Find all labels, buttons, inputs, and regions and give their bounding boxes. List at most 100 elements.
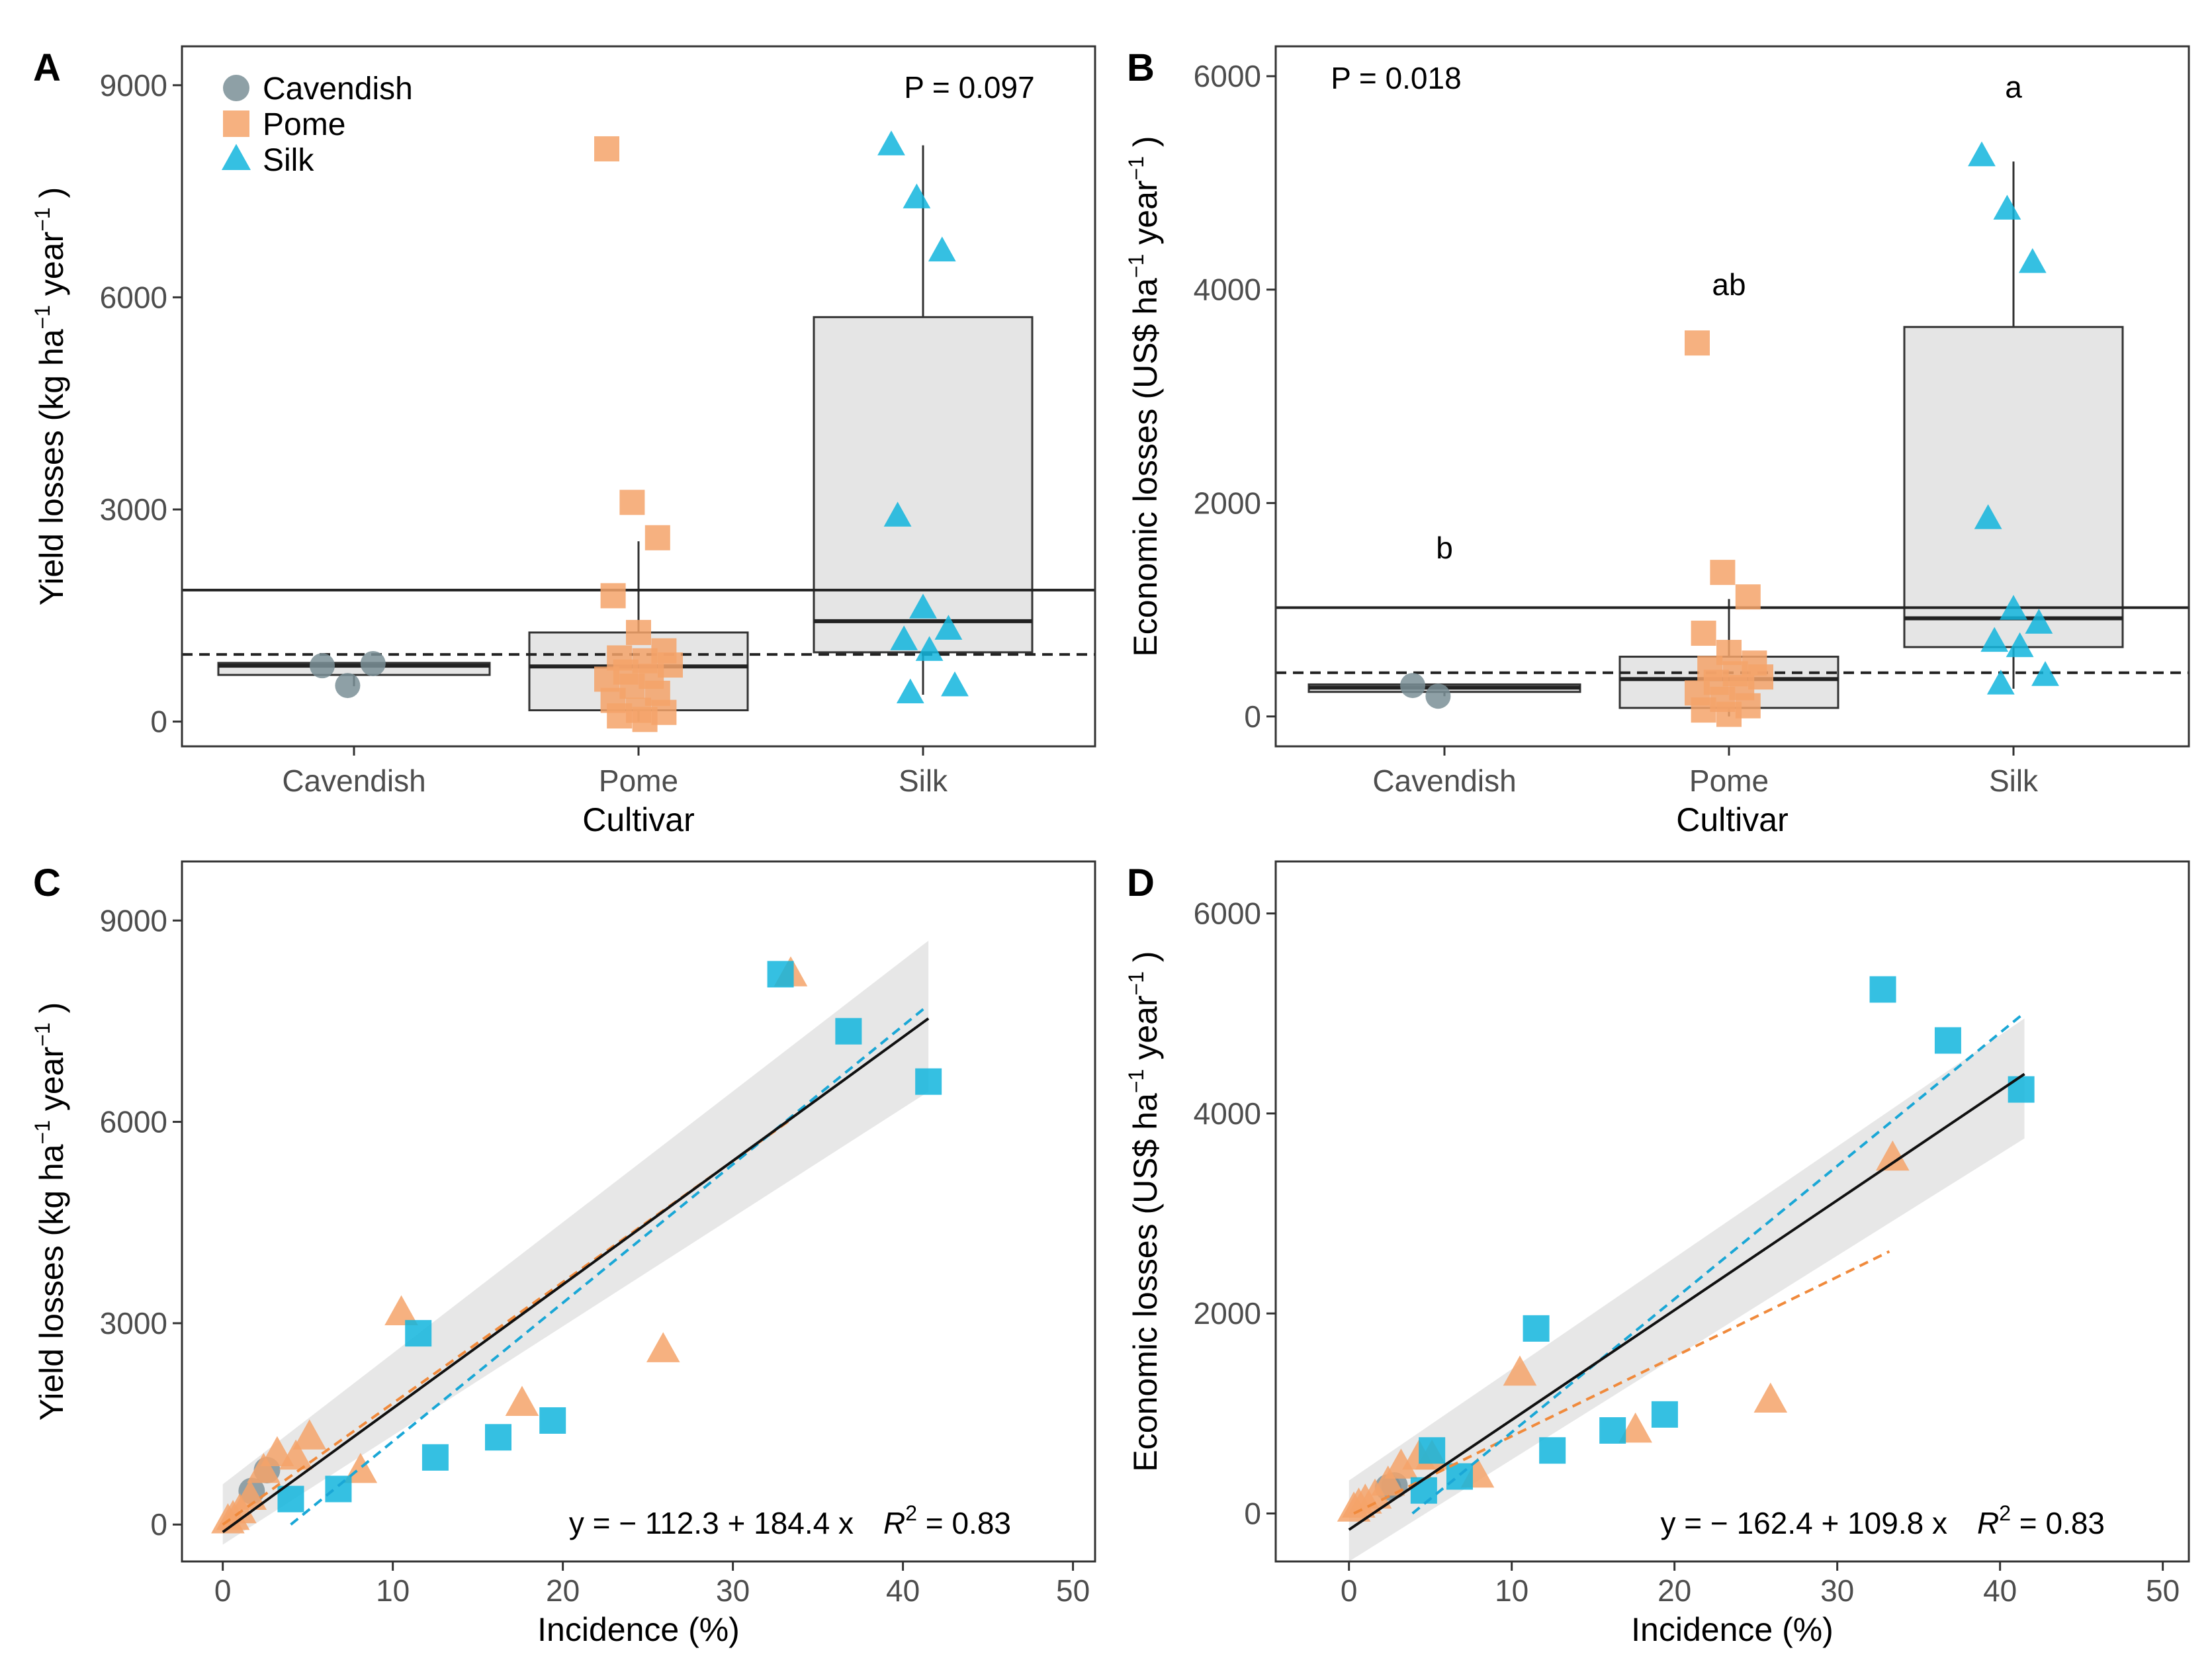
point-pome: [1691, 697, 1716, 723]
point-cavendish: [1400, 673, 1425, 699]
y-tick-label: 0: [1244, 1496, 1261, 1530]
y-tick-label: 3000: [100, 1306, 167, 1340]
x-tick-label: 30: [1820, 1573, 1854, 1608]
point-silk: [903, 183, 931, 208]
point-pome: [260, 1436, 294, 1467]
x-tick-label: 20: [546, 1573, 580, 1608]
x-tick-label: Cavendish: [282, 764, 425, 798]
legend-label-pome: Pome: [263, 107, 345, 142]
point-pome: [292, 1419, 327, 1450]
point-pome: [1875, 1140, 1910, 1171]
point-pome: [1384, 1448, 1418, 1479]
point-pome: [1735, 584, 1761, 610]
y-tick-label: 6000: [100, 1105, 167, 1139]
point-cavendish: [360, 650, 386, 676]
x-tick-label: Silk: [1989, 764, 2039, 798]
y-axis-title: Economic losses (US$ ha−1 year−1 ): [1124, 136, 1164, 656]
overall-fit-line: [222, 1017, 930, 1534]
y-tick-label: 4000: [1194, 1096, 1261, 1131]
x-tick-label: Silk: [899, 764, 948, 798]
fit-equation: y = − 162.4 + 109.8 x: [1661, 1506, 1948, 1540]
panel-label: C: [33, 861, 61, 904]
point-pome: [505, 1385, 539, 1416]
y-tick-label: 6000: [1194, 59, 1261, 93]
point-silk: [2008, 1076, 2035, 1103]
point-silk: [1651, 1401, 1678, 1428]
x-tick-label: 40: [1983, 1573, 2017, 1608]
panel-border: [181, 45, 1096, 748]
point-silk: [1934, 1027, 1961, 1054]
panel-border: [181, 860, 1096, 1563]
p-value: P = 0.097: [904, 70, 1034, 105]
y-tick-label: 9000: [100, 903, 167, 938]
panel-d: D 0 2000 4000 6000 Economic losses (US$ ha−1 …: [1124, 860, 2190, 1648]
x-axis-title: Incidence (%): [537, 1611, 740, 1648]
panel-border: [1274, 45, 2190, 748]
fit-equation: y = − 112.3 + 184.4 x: [569, 1506, 854, 1540]
overall-fit-line: [1348, 1073, 2025, 1531]
point-silk: [421, 1444, 449, 1471]
y-tick-label: 6000: [1194, 897, 1261, 931]
x-axis-title: Incidence (%): [1631, 1611, 1834, 1648]
pome-fit-line: [1353, 1250, 1890, 1515]
point-pome: [1710, 560, 1736, 586]
point-silk: [1419, 1437, 1446, 1464]
point-silk: [909, 593, 937, 619]
x-tick-label: 10: [1495, 1573, 1528, 1608]
y-tick-label: 6000: [100, 280, 167, 314]
y-tick-label: 0: [1244, 699, 1261, 734]
panel-c: C 0 3000 6000 9000 Yield losses (kg ha−1 year…: [30, 860, 1096, 1648]
point-silk: [2006, 632, 2034, 658]
legend-label-cavendish: Cavendish: [263, 71, 413, 107]
point-silk: [405, 1320, 432, 1347]
panel-b: B 0 2000 4000 6000 Economic losses (US$ ha−1 …: [1124, 45, 2190, 838]
x-tick-label: Pome: [599, 764, 678, 798]
y-axis-title: Yield losses (kg ha−1 year−1 ): [30, 1002, 70, 1421]
point-pome: [607, 703, 633, 729]
y-tick-label: 3000: [100, 492, 167, 527]
point-silk: [1599, 1417, 1626, 1444]
y-tick-label: 2000: [1194, 1296, 1261, 1331]
x-tick-label: 30: [716, 1573, 750, 1608]
point-pome: [247, 1452, 281, 1483]
y-axis-title: Economic losses (US$ ha−1 year−1 ): [1124, 951, 1164, 1471]
point-pome: [1685, 330, 1710, 356]
legend-label-silk: Silk: [263, 143, 314, 178]
point-silk: [484, 1424, 511, 1451]
legend-marker-pome: [223, 110, 249, 137]
x-axis-title: Cultivar: [1676, 801, 1788, 838]
point-silk: [941, 671, 969, 697]
panel-label: B: [1127, 46, 1155, 89]
significance-letter: a: [2005, 69, 2022, 104]
point-silk: [2031, 661, 2059, 686]
point-silk: [1974, 504, 2002, 529]
point-silk: [890, 625, 918, 650]
point-silk: [896, 678, 924, 704]
point-pome: [626, 619, 651, 645]
point-silk: [2025, 609, 2053, 634]
point-pome: [1503, 1355, 1537, 1386]
y-tick-label: 0: [150, 705, 167, 739]
y-axis-title: Yield losses (kg ha−1 year−1 ): [30, 187, 70, 606]
point-pome: [600, 583, 626, 609]
point-pome: [594, 136, 619, 161]
point-silk: [1968, 141, 1996, 167]
point-pome: [619, 490, 645, 515]
x-tick-label: 50: [1056, 1573, 1090, 1608]
point-pome: [1753, 1382, 1788, 1413]
x-tick-label: 10: [376, 1573, 410, 1608]
point-silk: [1993, 195, 2021, 220]
y-tick-label: 4000: [1194, 273, 1261, 307]
x-axis-title: Cultivar: [582, 801, 694, 838]
point-pome: [646, 1332, 680, 1362]
point-silk: [1869, 976, 1896, 1003]
point-silk: [1410, 1477, 1437, 1504]
point-silk: [2018, 248, 2047, 273]
panel-label: A: [33, 46, 61, 89]
significance-letter: b: [1436, 531, 1453, 565]
panel-label: D: [1127, 861, 1155, 904]
p-value: P = 0.018: [1331, 61, 1461, 95]
x-tick-label: Cavendish: [1372, 764, 1516, 798]
